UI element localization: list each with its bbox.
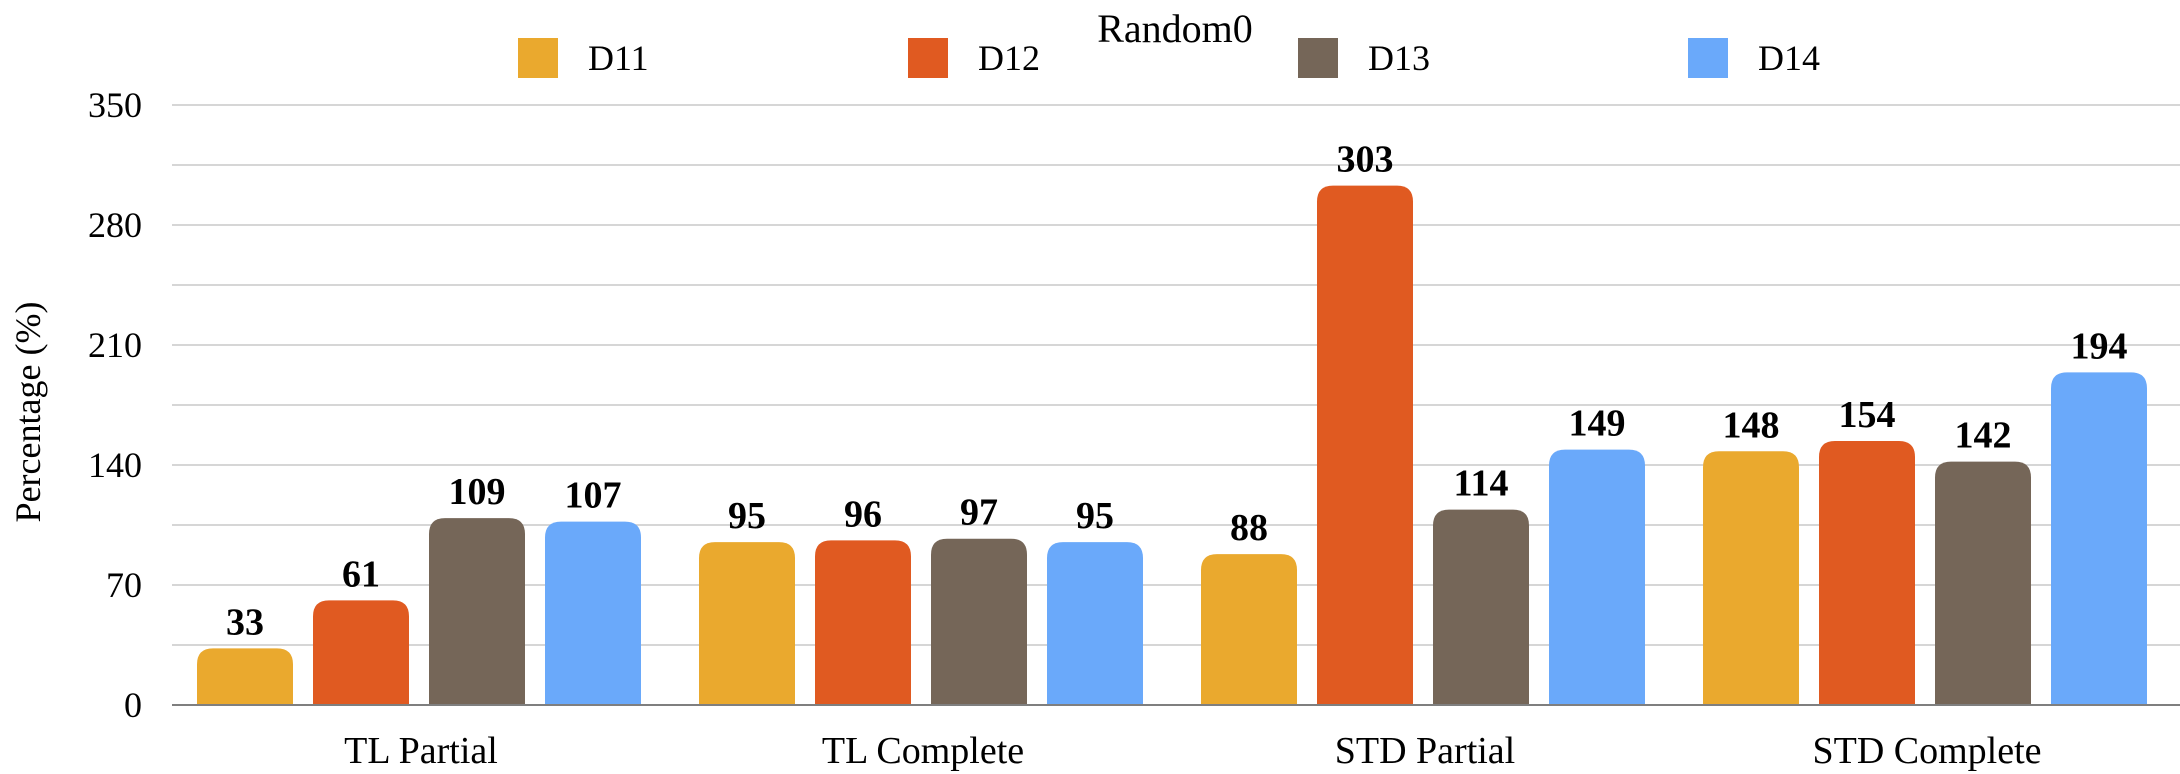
bar [699, 542, 795, 705]
y-tick-label: 350 [88, 85, 142, 125]
bar [313, 600, 409, 705]
y-tick-label: 280 [88, 205, 142, 245]
y-tick-label: 210 [88, 325, 142, 365]
bar [815, 540, 911, 705]
data-label: 107 [565, 475, 622, 517]
data-label: 149 [1569, 403, 1626, 445]
data-label: 96 [844, 493, 882, 535]
data-label: 97 [960, 492, 998, 534]
x-axis-ticks: TL Partial TL Complete STD Partial STD Comp… [344, 730, 2041, 772]
x-tick-label: TL Partial [344, 730, 498, 772]
bar [545, 521, 641, 705]
data-label: 194 [2071, 325, 2128, 367]
data-label: 95 [1076, 495, 1114, 537]
bar [1935, 461, 2031, 705]
bar [429, 518, 525, 705]
bar [2051, 372, 2147, 705]
y-axis-label: Percentage (%) [8, 302, 48, 523]
legend-swatch [1688, 38, 1728, 78]
legend: D11 D12 D13 D14 [518, 38, 1820, 78]
legend-label: D13 [1368, 38, 1430, 78]
bar [1201, 554, 1297, 705]
bar [1317, 185, 1413, 706]
data-label: 303 [1337, 139, 1394, 181]
legend-swatch [908, 38, 948, 78]
bar [1433, 509, 1529, 705]
y-tick-label: 70 [106, 565, 142, 605]
y-tick-label: 140 [88, 445, 142, 485]
y-axis-ticks: 0 70 140 210 280 350 [88, 85, 142, 725]
data-label: 154 [1839, 394, 1896, 436]
data-label: 142 [1955, 415, 2012, 457]
chart-title: Random0 [1097, 6, 1253, 51]
legend-swatch [518, 38, 558, 78]
x-tick-label: TL Complete [822, 730, 1024, 772]
data-labels: 33 61 109 107 95 96 97 95 88 303 114 149 148 154 142 19… [226, 139, 2128, 644]
bar [1819, 441, 1915, 705]
x-tick-label: STD Complete [1812, 730, 2041, 772]
bar [1047, 542, 1143, 705]
data-label: 33 [226, 601, 264, 643]
data-label: 88 [1230, 507, 1268, 549]
bars [197, 185, 2147, 706]
data-label: 61 [342, 553, 380, 595]
legend-label: D11 [588, 38, 649, 78]
data-label: 95 [728, 495, 766, 537]
bar [197, 648, 293, 705]
y-tick-label: 0 [124, 685, 142, 725]
legend-swatch [1298, 38, 1338, 78]
data-label: 148 [1723, 404, 1780, 446]
bar [1549, 449, 1645, 705]
bar [1703, 451, 1799, 705]
x-tick-label: STD Partial [1335, 730, 1515, 772]
bar [931, 538, 1027, 705]
legend-label: D14 [1758, 38, 1820, 78]
data-label: 109 [449, 471, 506, 513]
legend-label: D12 [978, 38, 1040, 78]
data-label: 114 [1454, 463, 1509, 505]
